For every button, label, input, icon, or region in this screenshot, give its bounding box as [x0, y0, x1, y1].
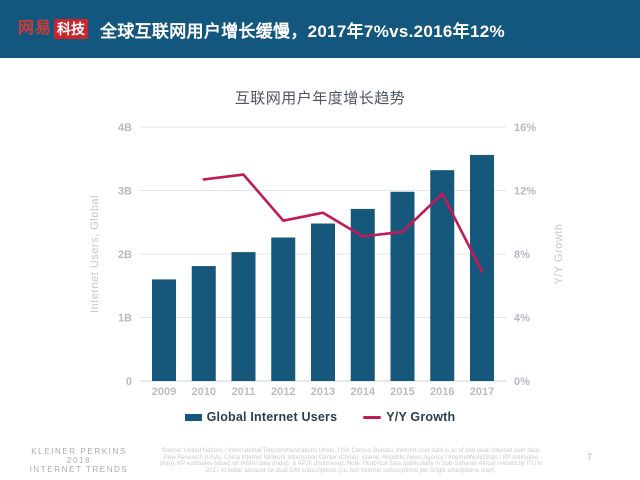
bar-2011: [231, 252, 256, 381]
growth-chart: 0 0% 1B 4% 2B 8% 3B 12% 4B 16% Internet Users, Glo…: [89, 122, 565, 398]
growth-line: [202, 173, 484, 273]
x-axis-label: 2009: [152, 386, 176, 398]
bar-2016: [430, 170, 455, 381]
netease-tech-logo[interactable]: 网易 科技: [18, 19, 89, 39]
line-series-label: Y/Y Growth: [386, 410, 456, 424]
left-axis-tick: 3B: [118, 186, 132, 198]
left-axis-tick: 1B: [118, 313, 132, 325]
line-series-swatch: [363, 415, 382, 419]
bar-2013: [311, 223, 335, 381]
bar-2017: [470, 154, 494, 381]
x-axis-label: 2016: [430, 386, 454, 398]
bar-2010: [191, 266, 216, 381]
x-axis-label: 2012: [271, 386, 295, 398]
legend-item-line: Y/Y Growth: [363, 410, 455, 424]
x-axis-label: 2010: [192, 386, 216, 398]
right-axis-tick: 0%: [514, 376, 530, 388]
right-axis-title: Y/Y Growth: [553, 223, 565, 284]
kleiner-perkins-brand: KLEINER PERKINS 2018 INTERNET TRENDS: [8, 447, 150, 474]
left-axis-tick: 2B: [118, 249, 132, 261]
legend-item-bars: Global Internet Users: [184, 410, 338, 424]
right-axis-tick: 8%: [514, 249, 530, 261]
right-axis-tick: 12%: [514, 186, 536, 198]
left-axis-tick: 4B: [118, 122, 132, 134]
header-bar: 网易 科技 全球互联网用户增长缓慢，2017年7%vs.2016年12%: [0, 0, 640, 58]
source-note: Source: United Nations / International T…: [159, 448, 543, 474]
x-axis-label: 2015: [390, 386, 414, 398]
x-axis-label: 2013: [311, 386, 335, 398]
chart-legend: Global Internet Users Y/Y Growth: [60, 408, 580, 426]
bar-series-swatch: [184, 413, 202, 421]
x-axis-label: 2017: [470, 386, 494, 398]
right-axis-tick: 4%: [514, 313, 530, 325]
x-axis-label: 2014: [351, 386, 376, 398]
page-number: 7: [586, 452, 592, 462]
brand-line: INTERNET TRENDS: [29, 465, 129, 474]
bar-2015: [390, 191, 415, 381]
left-axis-tick: 0: [126, 376, 132, 388]
left-axis-title: Internet Users, Global: [89, 195, 101, 313]
brand-line: KLEINER PERKINS: [31, 447, 127, 456]
tech-logo-badge: 科技: [54, 19, 89, 39]
bar-2012: [271, 237, 296, 381]
chart-title: 互联网用户年度增长趋势: [234, 90, 406, 107]
x-axis-label: 2011: [232, 386, 256, 398]
bar-2009: [152, 279, 176, 381]
netease-logo-text: 网易: [18, 20, 53, 37]
bar-series-label: Global Internet Users: [206, 410, 338, 424]
right-axis-tick: 16%: [514, 122, 536, 134]
brand-line: 2018: [66, 456, 92, 465]
slide-headline: 全球互联网用户增长缓慢，2017年7%vs.2016年12%: [100, 21, 505, 41]
